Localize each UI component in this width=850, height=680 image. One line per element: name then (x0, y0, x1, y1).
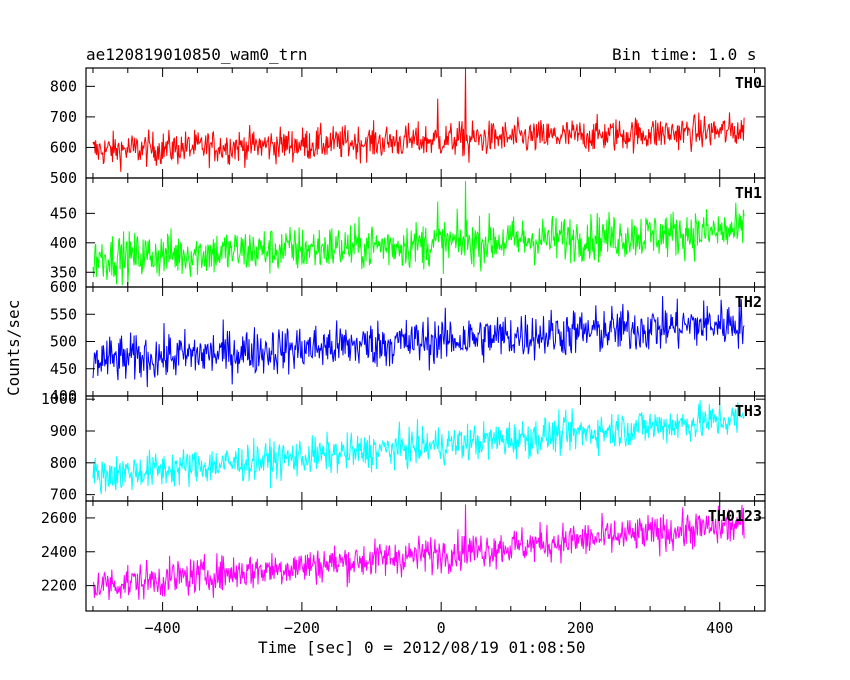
series-line-th0 (92, 68, 745, 172)
y-tick-label: 700 (50, 486, 77, 504)
panel-label-th0: TH0 (735, 74, 762, 92)
panel-label-th0123: TH0123 (708, 507, 762, 525)
y-tick-label: 500 (50, 333, 77, 351)
y-tick-label: 400 (50, 234, 77, 252)
chart-title: ae120819010850_wam0_trn (86, 45, 308, 64)
y-tick-label: 800 (50, 454, 77, 472)
y-tick-label: 350 (50, 263, 77, 281)
y-tick-label: 450 (50, 204, 77, 222)
panel-frame-th0 (85, 67, 766, 179)
x-tick-label: 400 (706, 619, 733, 637)
y-tick-label: 800 (50, 77, 77, 95)
series-line-th3 (92, 400, 745, 495)
y-tick-label: 900 (50, 422, 77, 440)
panel-label-th3: TH3 (735, 402, 762, 420)
y-tick-label: 450 (50, 360, 77, 378)
y-tick-label: 600 (50, 278, 77, 296)
series-line-th1 (92, 180, 745, 286)
x-tick-label: −400 (145, 619, 181, 637)
y-tick-label: 600 (50, 138, 77, 156)
y-tick-label: 1000 (41, 390, 77, 408)
panel-label-th2: TH2 (735, 293, 762, 311)
x-tick-label: 0 (437, 619, 446, 637)
y-tick-label: 550 (50, 305, 77, 323)
y-tick-label: 2400 (41, 543, 77, 561)
series-line-th0123 (92, 504, 745, 601)
panel-label-th1: TH1 (735, 184, 762, 202)
panel-frame-th0123 (85, 500, 766, 612)
y-tick-label: 700 (50, 108, 77, 126)
y-axis-label: Counts/sec (4, 299, 23, 396)
x-tick-label: 200 (567, 619, 594, 637)
series-line-th2 (92, 296, 745, 388)
y-tick-label: 2200 (41, 577, 77, 595)
y-tick-label: 500 (50, 169, 77, 187)
bin-time-label: Bin time: 1.0 s (612, 45, 757, 64)
y-tick-label: 2600 (41, 509, 77, 527)
y-tick-label: 400 (50, 387, 77, 405)
x-tick-label: −200 (284, 619, 320, 637)
x-axis-label: Time [sec] 0 = 2012/08/19 01:08:50 (258, 638, 586, 657)
